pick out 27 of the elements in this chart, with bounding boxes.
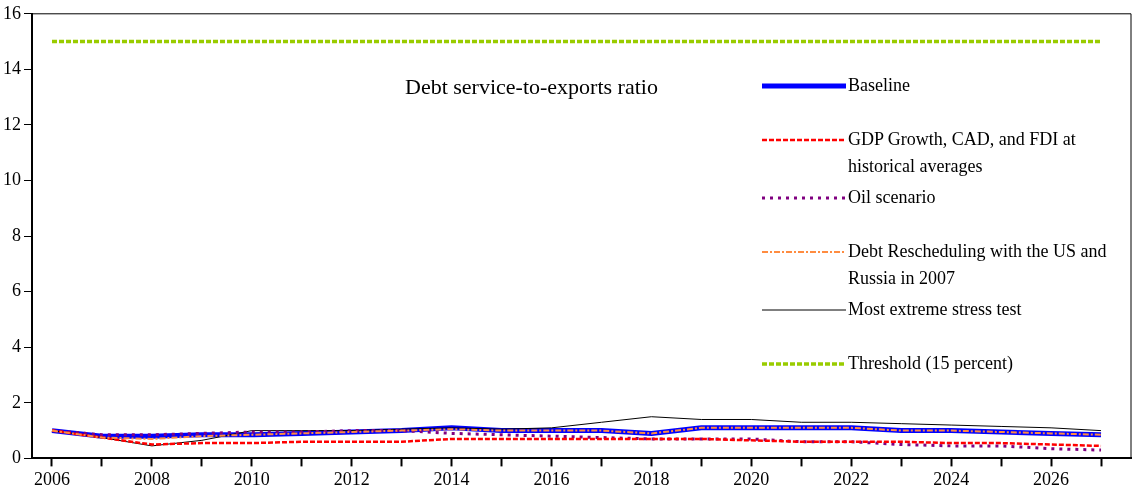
legend-label: Threshold (15 percent)	[848, 352, 1013, 375]
y-tick-label: 12	[3, 113, 21, 134]
x-tick-label: 2022	[833, 468, 870, 489]
legend-label: Debt Rescheduling with the US and Russia in 2007	[848, 240, 1108, 290]
y-tick-label: 2	[12, 391, 21, 412]
text: Debt service-to-exports ratio	[405, 74, 658, 100]
y-tick-label: 10	[3, 169, 21, 190]
y-tick-label: 4	[12, 335, 21, 356]
y-tick-label: 16	[3, 2, 21, 23]
y-tick-label: 14	[3, 58, 21, 79]
x-tick-label: 2006	[33, 468, 70, 489]
x-tick-label: 2026	[1033, 468, 1070, 489]
x-tick-label: 2008	[133, 468, 170, 489]
x-tick-label: 2012	[333, 468, 370, 489]
y-tick-label: 0	[12, 447, 21, 468]
x-tick-label: 2020	[733, 468, 770, 489]
x-tick-label: 2016	[533, 468, 570, 489]
y-tick-label: 6	[12, 280, 21, 301]
x-tick-label: 2014	[433, 468, 470, 489]
y-tick-label: 8	[12, 224, 21, 245]
x-tick-label: 2024	[933, 468, 970, 489]
legend-label: Oil scenario	[848, 186, 936, 209]
legend-label: Baseline	[848, 74, 910, 97]
legend-label: GDP Growth, CAD, and FDI at historical averages	[848, 128, 1077, 178]
x-tick-label: 2018	[633, 468, 670, 489]
x-tick-label: 2010	[233, 468, 270, 489]
legend-label: Most extreme stress test	[848, 298, 1022, 321]
